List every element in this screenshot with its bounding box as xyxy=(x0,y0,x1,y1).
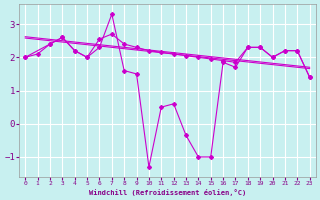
X-axis label: Windchill (Refroidissement éolien,°C): Windchill (Refroidissement éolien,°C) xyxy=(89,189,246,196)
